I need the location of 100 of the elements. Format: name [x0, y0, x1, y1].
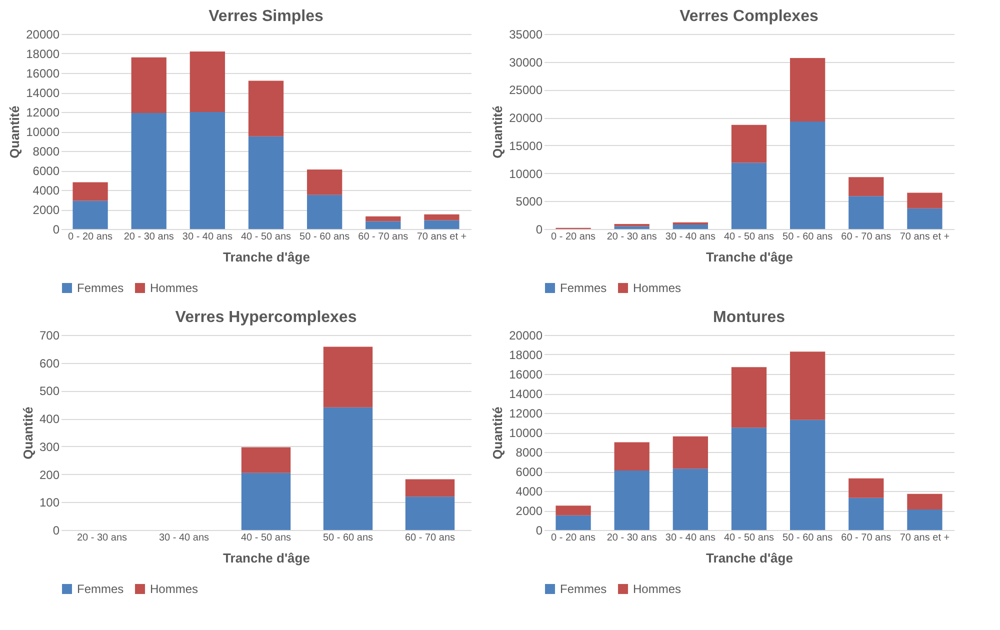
y-tick-label: 10000	[26, 125, 60, 139]
bar	[366, 216, 401, 222]
bar	[405, 479, 455, 497]
y-tick-label: 15000	[509, 138, 543, 153]
bar	[131, 57, 166, 113]
x-tick-label: 0 - 20 ans	[68, 232, 113, 242]
legend-label: Hommes	[150, 582, 198, 596]
x-tick-label: 60 - 70 ans	[841, 232, 892, 242]
bar	[323, 346, 373, 408]
y-tick-label: 0	[536, 222, 543, 236]
y-tick-label: 0	[536, 524, 543, 538]
bar	[307, 194, 342, 229]
bar	[848, 498, 884, 530]
x-tick-label: 60 - 70 ans	[404, 532, 456, 544]
x-axis-title: Tranche d'âge	[223, 550, 310, 566]
y-axis-title: Quantité	[20, 406, 36, 460]
legend-label: Hommes	[633, 582, 682, 596]
y-tick-label: 5000	[516, 194, 543, 209]
x-tick-label: 70 ans et +	[416, 232, 467, 242]
bar	[366, 221, 401, 229]
x-tick-label: 40 - 50 ans	[240, 532, 292, 544]
x-axis-title: Tranche d'âge	[706, 550, 793, 566]
y-tick-label: 16000	[26, 66, 60, 80]
y-axis-title: Quantité	[490, 406, 506, 460]
bar	[307, 170, 342, 195]
y-tick-label: 30000	[509, 55, 543, 70]
y-tick-label: 600	[39, 356, 60, 370]
x-tick-label: 60 - 70 ans	[841, 532, 892, 544]
x-tick-label: 50 - 60 ans	[782, 232, 833, 242]
x-tick-label: 30 - 40 ans	[665, 532, 716, 544]
bar	[248, 80, 284, 136]
bar	[672, 436, 708, 469]
bar	[848, 478, 884, 498]
y-tick-label: 20000	[509, 328, 543, 342]
y-tick-label: 12000	[26, 106, 60, 120]
bar	[614, 226, 650, 229]
x-tick-label: 50 - 60 ans	[782, 532, 833, 544]
chart-title: Verres Hypercomplexes	[175, 309, 357, 326]
x-tick-label: 0 - 20 ans	[551, 232, 596, 242]
bar	[848, 177, 884, 196]
x-tick-label: 50 - 60 ans	[300, 232, 350, 242]
y-tick-label: 0	[52, 524, 60, 538]
y-tick-label: 2000	[516, 504, 543, 518]
x-tick-label: 20 - 30 ans	[606, 532, 657, 544]
bar	[907, 208, 942, 229]
legend-label: Hommes	[633, 281, 682, 295]
x-tick-label: 60 - 70 ans	[358, 232, 408, 242]
x-tick-label: 70 ans et +	[900, 532, 950, 544]
bar	[907, 510, 942, 530]
chart-title: Verres Complexes	[680, 8, 818, 25]
y-tick-label: 6000	[32, 164, 60, 178]
y-tick-label: 20000	[26, 28, 60, 42]
y-tick-label: 18000	[509, 348, 543, 362]
bar	[672, 468, 708, 530]
bar	[131, 112, 166, 229]
legend-label: Femmes	[77, 582, 124, 596]
y-axis-title: Quantité	[490, 106, 506, 158]
bar	[731, 162, 767, 229]
legend-label: Femmes	[560, 582, 607, 596]
legend-label: Femmes	[560, 281, 607, 295]
bar	[614, 470, 650, 530]
x-tick-label: 70 ans et +	[900, 232, 950, 242]
legend-label: Hommes	[150, 281, 198, 295]
x-tick-label: 30 - 40 ans	[182, 232, 232, 242]
y-tick-label: 16000	[509, 368, 543, 382]
x-tick-label: 20 - 30 ans	[124, 232, 174, 242]
bar	[907, 192, 942, 208]
bar	[790, 352, 826, 420]
x-tick-label: 20 - 30 ans	[76, 532, 128, 544]
y-tick-label: 2000	[32, 203, 60, 217]
y-tick-label: 25000	[509, 83, 543, 98]
bar	[190, 112, 225, 229]
bar	[848, 196, 884, 229]
y-tick-label: 10000	[509, 426, 543, 440]
bar	[907, 494, 942, 510]
chart-title: Montures	[713, 309, 786, 326]
y-tick-label: 12000	[509, 406, 543, 420]
bar	[424, 214, 460, 220]
chart-title: Verres Simples	[208, 8, 324, 25]
bar	[790, 121, 826, 229]
x-tick-label: 40 - 50 ans	[240, 232, 292, 242]
bar	[405, 496, 455, 530]
x-axis-title: Tranche d'âge	[706, 250, 793, 264]
x-tick-label: 50 - 60 ans	[322, 532, 374, 544]
y-tick-label: 14000	[26, 86, 60, 100]
y-tick-label: 6000	[516, 465, 543, 479]
bar	[241, 447, 291, 473]
y-tick-label: 14000	[509, 387, 543, 401]
x-tick-label: 30 - 40 ans	[158, 532, 210, 544]
y-tick-label: 35000	[509, 28, 543, 42]
y-tick-label: 18000	[26, 47, 60, 61]
y-tick-label: 10000	[509, 166, 543, 181]
y-tick-label: 100	[39, 496, 60, 510]
bar	[731, 124, 767, 163]
bar	[424, 220, 460, 229]
x-tick-label: 20 - 30 ans	[606, 232, 657, 242]
x-tick-label: 40 - 50 ans	[724, 532, 774, 544]
bar	[731, 367, 767, 428]
x-tick-label: 0 - 20 ans	[551, 532, 596, 544]
bar	[790, 58, 826, 122]
